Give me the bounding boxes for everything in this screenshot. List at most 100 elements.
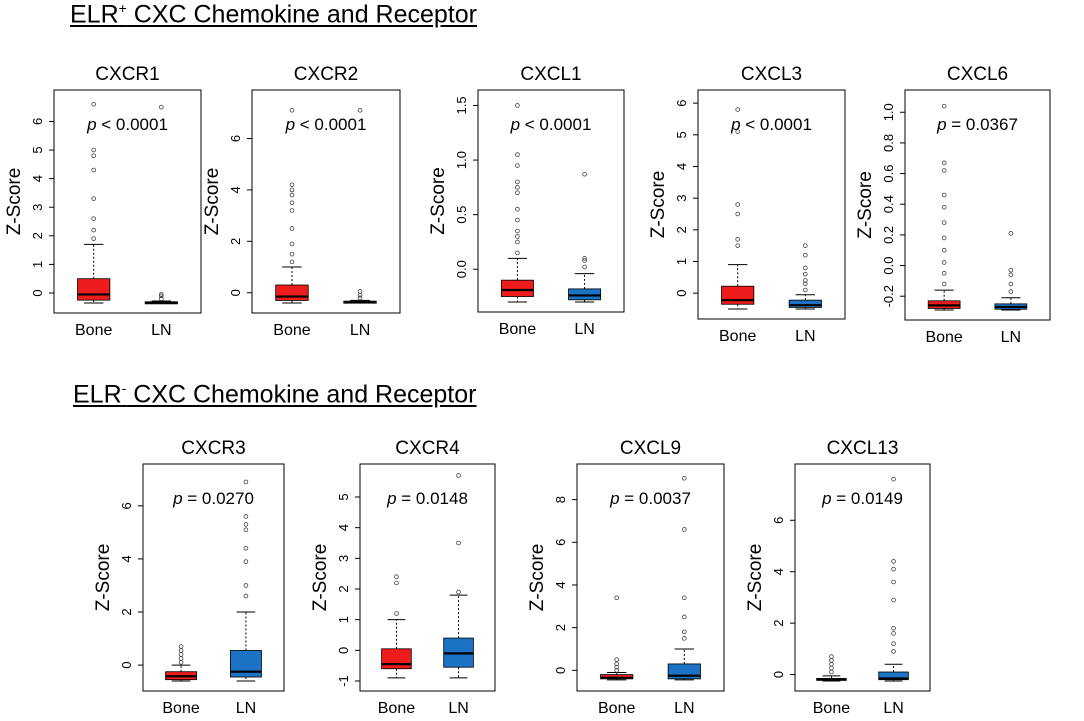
y-tick-label: 5 [30,146,45,153]
outlier-point [357,289,363,294]
box-body [721,285,755,305]
outlier-point [515,217,520,223]
outlier-point [614,657,619,662]
y-tick-label: 3 [674,195,689,202]
p-value-text: < 0.0001 [295,115,366,134]
x-category-label: Bone [162,700,199,717]
outlier-point [735,243,740,248]
p-symbol: p [936,115,946,134]
chart-title: CXCL13 [827,438,899,459]
outlier-point [1008,281,1014,287]
outlier-point [941,247,947,253]
y-tick-label: 6 [674,100,689,107]
outlier-point [91,153,96,159]
outlier-point [91,101,96,107]
outlier-point [803,243,808,248]
x-category-label: LN [236,700,256,717]
box-ln: LN [667,475,701,717]
outlier-point [357,107,363,113]
y-tick-label: 0.0 [454,260,469,278]
outlier-point [515,228,520,234]
outlier-point [243,514,249,519]
p-value-annotation: p = 0.0367 [936,115,1018,134]
y-tick-label: 4 [771,568,786,575]
box-ln: LN [568,171,602,338]
y-tick-label: 6 [553,539,568,546]
outlier-point [614,661,619,667]
y-tick-label: 6 [119,502,134,509]
outlier-point [91,167,96,173]
p-value-text: < 0.0001 [97,115,168,134]
p-symbol: p [86,115,96,134]
p-value-annotation: p < 0.0001 [510,115,592,134]
section-title-elr-positive: ELR+ CXC Chemokine and Receptor [70,0,477,29]
x-category-label: LN [674,700,694,717]
y-axis-label: Z-Score [745,544,766,612]
box-ln: LN [230,479,262,717]
y-tick-label: 2 [119,608,134,615]
outlier-point [891,597,896,603]
x-category-label: LN [1001,329,1021,346]
outlier-point [891,559,896,564]
outlier-point [891,476,896,482]
y-tick-label: 0 [674,290,689,297]
p-value-annotation: p < 0.0001 [86,115,168,134]
y-tick-label: 6 [228,135,243,142]
outlier-point [289,208,295,213]
outlier-point [159,104,164,110]
y-tick-label: 2 [674,226,689,233]
box-ln: LN [788,243,822,345]
chart-cxcr2: CXCR2 Z-Score 0 2 4 6 p < 0.0001 Bone LN [202,64,401,339]
outlier-point [289,241,295,247]
outlier-point [829,665,834,671]
outlier-point [159,293,164,299]
chart-cxcl3: CXCL3 Z-Score 0 1 2 3 4 5 6 p < 0.0001 Bone LN [648,64,846,345]
chart-title: CXCL3 [741,64,802,85]
outlier-point [515,185,520,190]
outlier-point [829,654,834,659]
plot-frame [359,463,496,692]
y-axis-label: Z-Score [202,168,223,236]
p-symbol: p [285,115,295,134]
outlier-point [941,270,947,276]
y-tick-label: 0 [30,289,45,296]
outlier-point [891,625,896,631]
outlier-point [829,661,834,667]
y-tick-label: 0 [119,661,134,668]
p-value-annotation: p = 0.0149 [821,489,903,508]
plot-frame [53,89,202,314]
y-tick-label: 1 [674,258,689,265]
chart-cxcr4: CXCR4 Z-Score -1 0 1 2 3 4 5 p = 0.0148 Bone LN [310,438,496,717]
box-body [381,648,412,670]
outlier-point [515,234,520,239]
outlier-point [941,235,947,241]
outlier-point [735,202,740,207]
outlier-point [394,580,399,586]
outlier-point [735,129,740,134]
outlier-point [243,546,249,551]
p-value-text: = 0.0149 [832,489,903,508]
outlier-point [91,147,96,153]
p-symbol: p [386,489,396,508]
y-tick-label: 4 [119,555,134,562]
box-body [500,279,534,297]
y-tick-label: -0.2 [881,285,896,307]
chart-title: CXCR1 [95,64,159,85]
outlier-point [178,656,184,661]
outlier-point [243,479,249,485]
outlier-point [582,171,587,177]
outlier-point [243,559,249,564]
chart-cxcr3: CXCR3 Z-Score 0 2 4 6 p = 0.0270 Bone LN [93,438,285,717]
box-bone: Bone [162,644,200,717]
p-value-annotation: p = 0.0270 [172,489,254,508]
box-bone: Bone [378,574,415,717]
y-tick-label: 2 [30,232,45,239]
box-body [230,650,262,678]
x-category-label: Bone [499,321,536,338]
chart-cxcl1: CXCL1 Z-Score 0.0 0.5 1.0 1.5 p < 0.0001 Bone LN [428,64,625,338]
outlier-point [1008,231,1014,236]
outlier-point [891,631,896,636]
outlier-point [941,192,947,198]
box-bone: Bone [75,101,112,339]
outlier-point [891,649,896,654]
